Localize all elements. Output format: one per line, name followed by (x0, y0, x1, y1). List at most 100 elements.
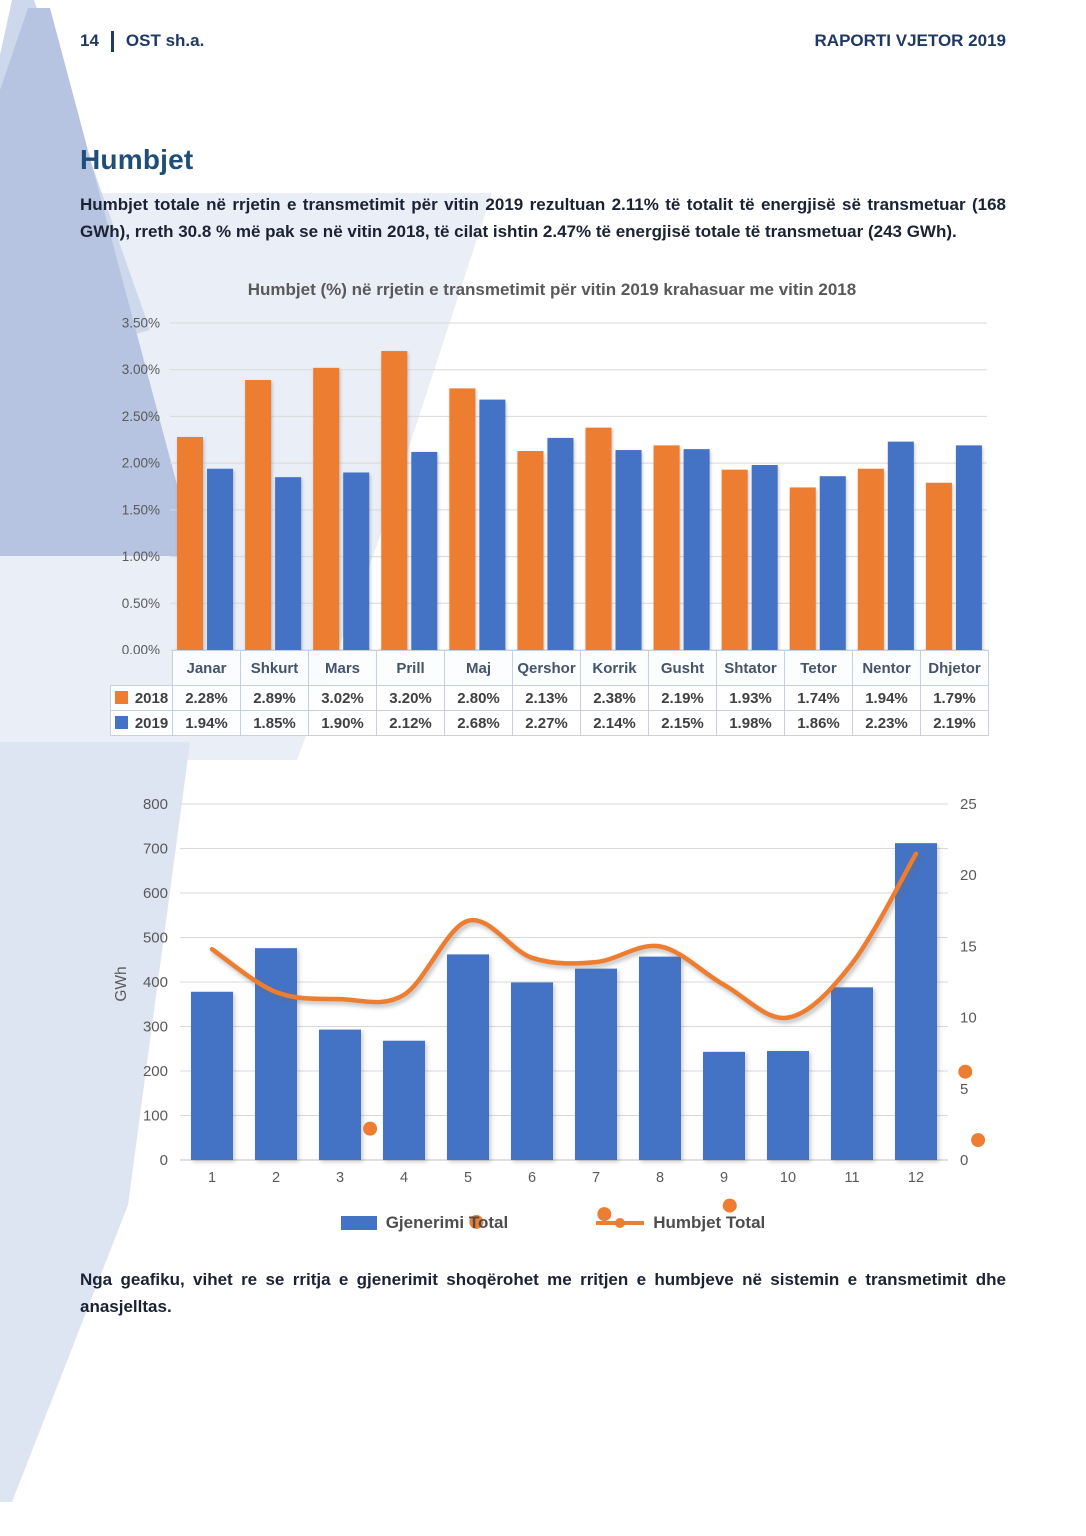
chart2-bar-month-2 (255, 948, 297, 1160)
chart2-left-tick-label: 100 (143, 1108, 168, 1125)
chart1-value-2018-Nentor: 1.94% (852, 685, 921, 711)
chart2-x-tick-label: 10 (780, 1170, 796, 1186)
chart2-stray-marker (971, 1133, 986, 1148)
chart2-x-tick-label: 1 (208, 1170, 216, 1186)
chart2-right-tick-label: 20 (960, 867, 977, 884)
chart1-table-row-2019: 2019 1.94% 1.85% 1.90% 2.12% 2.68% 2.27% 2.14% 2… (110, 710, 989, 736)
decorative-band-medium (0, 8, 196, 556)
chart1-series-legend-2018: 2018 (110, 685, 173, 711)
chart1-bar-2019-Korrik (615, 450, 642, 650)
chart2-bar-month-7 (575, 968, 617, 1160)
chart1-value-2018-Shkurt: 2.89% (240, 685, 309, 711)
legend-label-humbjet: Humbjet Total (653, 1213, 766, 1232)
chart1-table-month-header: Mars (308, 650, 377, 686)
chart2-stray-marker (597, 1207, 612, 1222)
chart1-value-2018-Shtator: 1.93% (716, 685, 785, 711)
chart2-x-tick-label: 8 (656, 1170, 664, 1186)
chart1-bar-2018-Gusht (653, 445, 680, 650)
chart2-bar-month-10 (767, 1050, 809, 1160)
chart1-value-2018-Mars: 3.02% (308, 685, 377, 711)
chart2-bar-month-1 (191, 991, 233, 1160)
chart2-x-tick-label: 12 (908, 1170, 924, 1186)
chart1-title: Humbjet (%) në rrjetin e transmetimit pë… (247, 280, 857, 299)
chart1-value-2019-Qershor: 2.27% (512, 710, 581, 736)
line-series-swatch-icon (596, 1216, 645, 1230)
chart2-stray-marker (469, 1214, 484, 1229)
chart2-left-tick-label: 700 (143, 841, 168, 858)
chart1-table-month-header: Korrik (580, 650, 649, 686)
chart1-value-2018-Qershor: 2.13% (512, 685, 581, 711)
chart1-y-tick-label: 0.00% (122, 643, 160, 655)
chart1-value-2018-Maj: 2.80% (444, 685, 513, 711)
chart2-bar-month-3 (319, 1029, 361, 1160)
chart2-x-tick-label: 9 (720, 1170, 728, 1186)
series-swatch-icon (114, 715, 128, 729)
chart1-y-tick-label: 2.00% (122, 456, 160, 471)
chart2-x-tick-label: 5 (464, 1170, 472, 1186)
header-divider (110, 30, 114, 52)
chart2-left-tick-label: 400 (143, 974, 168, 991)
chart1-series-legend-2019: 2019 (110, 710, 173, 736)
chart1-bar-2019-Dhjetor (955, 445, 982, 650)
chart1-bar-2018-Dhjetor (925, 482, 952, 650)
chart2-bar-month-8 (639, 956, 681, 1160)
chart1-bar-2018-Maj (449, 388, 476, 650)
chart2-left-tick-label: 500 (143, 930, 168, 947)
chart1-y-tick-label: 3.50% (122, 316, 160, 331)
chart1-value-2018-Janar: 2.28% (172, 685, 241, 711)
chart1-value-2019-Nentor: 2.23% (852, 710, 921, 736)
chart1-bar-2018-Prill (381, 351, 408, 650)
chart1-value-2018-Korrik: 2.38% (580, 685, 649, 711)
chart1-table-row-2018: 2018 2.28% 2.89% 3.02% 3.20% 2.80% 2.13% 2.38% 2… (110, 685, 989, 711)
chart1-bar-2019-Nentor (887, 441, 914, 650)
chart1-value-2018-Prill: 3.20% (376, 685, 445, 711)
chart1-value-2019-Tetor: 1.86% (784, 710, 853, 736)
page-header: 14 OST sh.a. RAPORTI VJETOR 2019 (80, 28, 1006, 54)
chart2-bar-month-4 (383, 1040, 425, 1160)
chart1-value-2018-Dhjetor: 1.79% (920, 685, 989, 711)
chart2-stray-marker (722, 1198, 737, 1213)
decorative-band-light-lower (0, 742, 190, 1502)
chart1-value-2019-Mars: 1.90% (308, 710, 377, 736)
chart2-left-tick-label: 800 (143, 796, 168, 813)
chart1-value-2019-Shtator: 1.98% (716, 710, 785, 736)
chart1-table-month-header: Prill (376, 650, 445, 686)
chart2-left-tick-label: 0 (160, 1152, 168, 1169)
series-swatch-icon (114, 690, 128, 704)
chart2-right-tick-label: 10 (960, 1010, 977, 1027)
chart2-right-tick-label: 5 (960, 1081, 968, 1098)
chart1-value-2019-Maj: 2.68% (444, 710, 513, 736)
chart1-bar-2018-Shkurt (245, 379, 272, 650)
chart1-bar-2019-Shtator (751, 465, 778, 650)
page-number: 14 (80, 31, 99, 50)
chart1-bar-2019-Prill (411, 451, 438, 650)
chart2-left-tick-label: 300 (143, 1019, 168, 1036)
chart2-x-tick-label: 2 (272, 1170, 280, 1186)
chart1-y-tick-label: 0.50% (122, 596, 160, 611)
chart2-x-tick-label: 4 (400, 1170, 408, 1186)
chart2-humbjet-total-line (209, 851, 919, 1021)
chart1-value-2019-Shkurt: 1.85% (240, 710, 309, 736)
chart1-table-month-header: Qershor (512, 650, 581, 686)
page-header-left: 14 OST sh.a. (80, 30, 205, 52)
chart1-bar-2018-Janar (177, 436, 204, 650)
chart1-y-tick-label: 1.00% (122, 549, 160, 564)
chart2-x-tick-label: 11 (844, 1170, 859, 1186)
chart1-value-2019-Gusht: 2.15% (648, 710, 717, 736)
company-name: OST sh.a. (125, 31, 205, 50)
chart2-stray-marker (363, 1121, 378, 1136)
chart1-value-2019-Dhjetor: 2.19% (920, 710, 989, 736)
chart2-right-tick-label: 0 (960, 1152, 968, 1169)
chart1-value-2019-Janar: 1.94% (172, 710, 241, 736)
chart1-bar-2019-Mars (343, 472, 370, 650)
chart1-bar-2019-Gusht (683, 449, 710, 650)
chart1-value-2018-Tetor: 1.74% (784, 685, 853, 711)
report-title: RAPORTI VJETOR 2019 (814, 31, 1006, 50)
chart1-table-month-header: Maj (444, 650, 513, 686)
chart1-table-month-header: Janar (172, 650, 241, 686)
chart2-x-tick-label: 3 (336, 1170, 344, 1186)
chart2-bar-month-9 (703, 1051, 745, 1160)
chart1-bar-2018-Shtator (721, 469, 748, 650)
